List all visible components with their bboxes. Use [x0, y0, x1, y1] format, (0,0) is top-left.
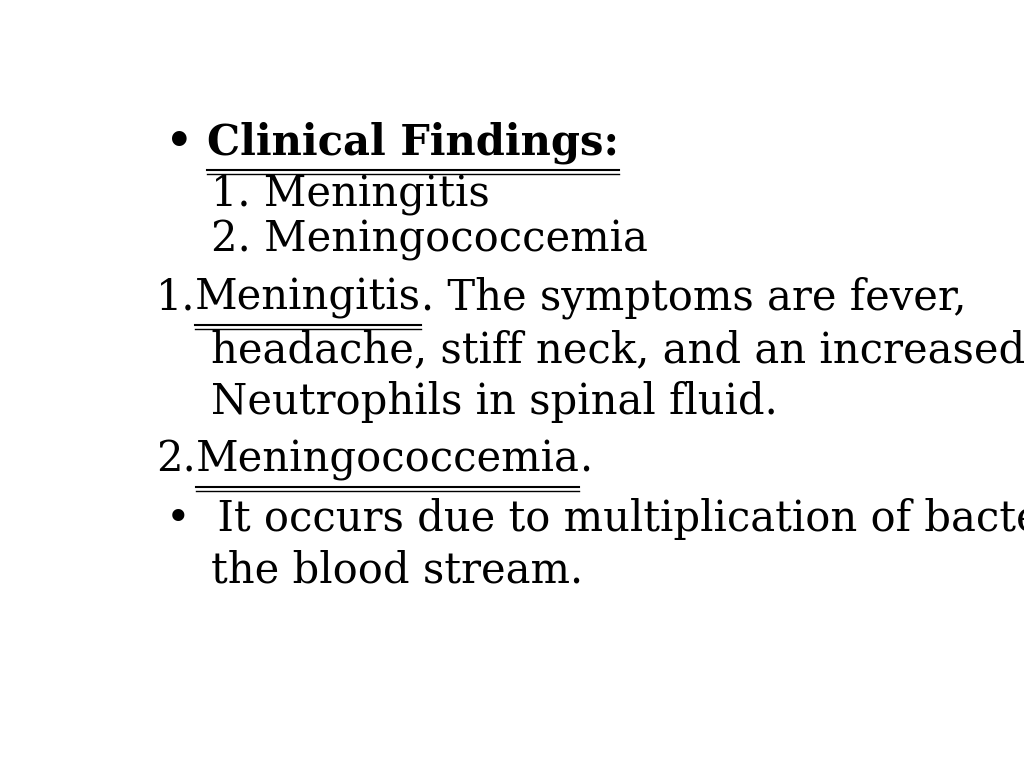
Text: Meningitis: Meningitis: [196, 277, 421, 319]
Text: . The symptoms are fever,: . The symptoms are fever,: [421, 276, 967, 319]
Text: It occurs due to multiplication of bacteria in: It occurs due to multiplication of bacte…: [190, 498, 1024, 540]
Text: Meningococcemia: Meningococcemia: [196, 439, 580, 482]
Text: •: •: [166, 498, 190, 540]
Text: Clinical Findings:: Clinical Findings:: [207, 121, 620, 164]
Text: 1.: 1.: [156, 276, 196, 319]
Text: •: •: [166, 121, 193, 164]
Text: Neutrophils in spinal fluid.: Neutrophils in spinal fluid.: [211, 382, 778, 423]
Text: .: .: [580, 439, 593, 481]
Text: the blood stream.: the blood stream.: [211, 550, 584, 592]
Text: 1. Meningitis: 1. Meningitis: [211, 174, 490, 215]
Text: 2. Meningococcemia: 2. Meningococcemia: [211, 220, 648, 261]
Text: 2.: 2.: [156, 439, 196, 481]
Text: headache, stiff neck, and an increased level of: headache, stiff neck, and an increased l…: [211, 329, 1024, 372]
